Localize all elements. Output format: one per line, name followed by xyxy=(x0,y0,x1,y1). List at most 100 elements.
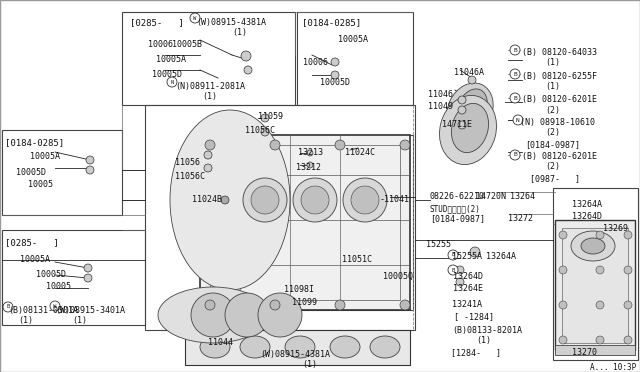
Circle shape xyxy=(448,265,458,275)
Circle shape xyxy=(301,186,329,214)
Text: 11056C: 11056C xyxy=(245,126,275,135)
Ellipse shape xyxy=(571,231,615,261)
Circle shape xyxy=(331,58,339,66)
Text: N: N xyxy=(516,118,520,122)
Text: 14711E: 14711E xyxy=(442,120,472,129)
Ellipse shape xyxy=(440,96,497,164)
Circle shape xyxy=(251,186,279,214)
Text: 10005B: 10005B xyxy=(172,40,202,49)
Text: (N)08911-2081A: (N)08911-2081A xyxy=(175,82,245,91)
Text: [0285-   ]: [0285- ] xyxy=(130,18,184,27)
Circle shape xyxy=(270,140,280,150)
Text: 13264E: 13264E xyxy=(453,284,483,293)
Bar xyxy=(555,220,635,350)
Text: B: B xyxy=(513,48,517,52)
Text: (B) 08120-6255F: (B) 08120-6255F xyxy=(522,72,597,81)
Text: (B)08133-8201A: (B)08133-8201A xyxy=(452,326,522,335)
Text: [0987-   ]: [0987- ] xyxy=(530,174,580,183)
Text: 10005A: 10005A xyxy=(30,152,60,161)
Text: 15255A: 15255A xyxy=(452,252,482,261)
Text: 11099: 11099 xyxy=(292,298,317,307)
Circle shape xyxy=(205,300,215,310)
Text: 11098I: 11098I xyxy=(284,285,314,294)
Circle shape xyxy=(293,178,337,222)
Circle shape xyxy=(596,266,604,274)
Circle shape xyxy=(335,140,345,150)
Text: A... 10:3P: A... 10:3P xyxy=(590,363,636,372)
Text: B: B xyxy=(513,153,517,157)
Ellipse shape xyxy=(170,110,290,290)
Bar xyxy=(2,130,122,215)
Circle shape xyxy=(190,13,200,23)
Text: 11046: 11046 xyxy=(428,90,453,99)
Circle shape xyxy=(559,301,567,309)
Text: 11056: 11056 xyxy=(175,158,200,167)
Text: W: W xyxy=(53,304,56,308)
Text: 13264: 13264 xyxy=(510,192,535,201)
Circle shape xyxy=(244,66,252,74)
Ellipse shape xyxy=(330,336,360,358)
Text: 11024B: 11024B xyxy=(192,195,222,204)
Ellipse shape xyxy=(158,287,268,343)
Circle shape xyxy=(335,300,345,310)
Text: 10005D: 10005D xyxy=(16,168,46,177)
Circle shape xyxy=(624,301,632,309)
Circle shape xyxy=(243,178,287,222)
Text: -11041: -11041 xyxy=(380,195,410,204)
Circle shape xyxy=(510,69,520,79)
Text: (1): (1) xyxy=(476,336,491,345)
Bar xyxy=(553,188,638,360)
Text: W: W xyxy=(193,16,196,20)
Ellipse shape xyxy=(581,238,605,254)
Circle shape xyxy=(559,231,567,239)
Text: B: B xyxy=(451,253,454,257)
Ellipse shape xyxy=(258,293,302,337)
Text: B: B xyxy=(6,305,10,310)
Text: (B) 08120-64033: (B) 08120-64033 xyxy=(522,48,597,57)
Text: (W)08915-4381A: (W)08915-4381A xyxy=(260,350,330,359)
Circle shape xyxy=(331,71,339,79)
Text: 11046A: 11046A xyxy=(454,68,484,77)
Circle shape xyxy=(261,114,269,122)
Text: N: N xyxy=(170,80,173,84)
Circle shape xyxy=(221,196,229,204)
Text: 10005A: 10005A xyxy=(20,255,50,264)
Circle shape xyxy=(307,162,313,168)
Ellipse shape xyxy=(225,293,269,337)
Text: [ -1284]: [ -1284] xyxy=(454,312,494,321)
Text: 13270: 13270 xyxy=(572,348,597,357)
Circle shape xyxy=(84,264,92,272)
Text: 10005: 10005 xyxy=(46,282,71,291)
Circle shape xyxy=(261,128,269,136)
Ellipse shape xyxy=(457,89,487,127)
Circle shape xyxy=(510,45,520,55)
Circle shape xyxy=(86,166,94,174)
Circle shape xyxy=(470,247,480,257)
Bar xyxy=(297,12,413,105)
Text: [0285-   ]: [0285- ] xyxy=(5,238,59,247)
Circle shape xyxy=(448,250,458,260)
Circle shape xyxy=(50,301,60,311)
Circle shape xyxy=(596,301,604,309)
Text: 10005D: 10005D xyxy=(152,70,182,79)
Circle shape xyxy=(3,302,13,312)
Text: [0184-0987]: [0184-0987] xyxy=(430,214,485,223)
Circle shape xyxy=(458,121,466,129)
Circle shape xyxy=(270,300,280,310)
Text: 13264D: 13264D xyxy=(572,212,602,221)
Circle shape xyxy=(84,274,92,282)
Text: 11051C: 11051C xyxy=(342,255,372,264)
Circle shape xyxy=(307,150,313,156)
Text: 15255: 15255 xyxy=(426,240,451,249)
Text: 10005D: 10005D xyxy=(36,270,66,279)
Text: B: B xyxy=(513,96,517,100)
Text: (B) 08120-6201E: (B) 08120-6201E xyxy=(522,152,597,161)
Bar xyxy=(562,228,628,343)
Text: 10006: 10006 xyxy=(148,40,173,49)
Text: STUDスタッド(2): STUDスタッド(2) xyxy=(430,204,481,213)
Text: (1): (1) xyxy=(18,316,33,325)
Text: 10006: 10006 xyxy=(303,58,328,67)
Text: 13264A: 13264A xyxy=(486,252,516,261)
Ellipse shape xyxy=(240,336,270,358)
Bar xyxy=(555,345,635,355)
